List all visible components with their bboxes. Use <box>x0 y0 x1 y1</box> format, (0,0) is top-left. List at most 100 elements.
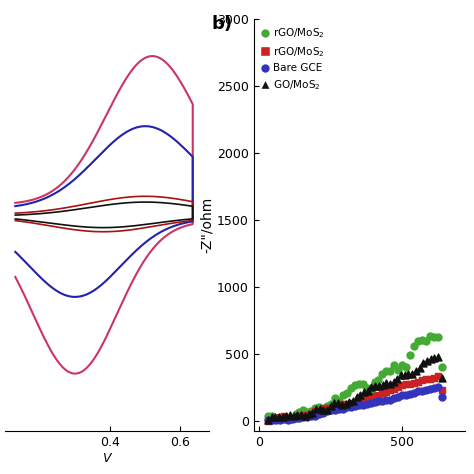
Point <box>288 416 295 423</box>
Point <box>315 407 323 414</box>
Point <box>371 383 379 390</box>
Point <box>412 367 419 375</box>
Point <box>296 412 303 419</box>
Point <box>347 385 355 392</box>
Point <box>359 401 366 409</box>
Point <box>300 413 307 420</box>
Y-axis label: -Z"/ohm: -Z"/ohm <box>200 197 214 253</box>
Point <box>422 337 430 345</box>
Point <box>292 415 299 422</box>
Point <box>276 415 283 422</box>
Point <box>335 402 343 410</box>
Point <box>418 387 426 395</box>
Point <box>387 386 394 394</box>
Point <box>280 414 287 422</box>
Point <box>353 393 360 401</box>
Point <box>334 399 342 407</box>
Point <box>367 400 374 407</box>
Point <box>327 404 335 411</box>
Point <box>294 411 301 419</box>
Point <box>430 374 438 382</box>
Point <box>359 397 366 404</box>
Point <box>272 414 280 422</box>
Point <box>426 332 434 340</box>
Point <box>305 410 312 418</box>
Point <box>292 413 299 421</box>
Point <box>331 406 339 414</box>
Point <box>303 408 311 416</box>
Point <box>426 375 434 383</box>
Point <box>402 380 410 388</box>
Point <box>323 406 331 414</box>
Point <box>359 380 366 388</box>
Point <box>356 392 364 399</box>
Point <box>343 400 351 408</box>
Point <box>394 393 402 401</box>
Point <box>414 337 422 345</box>
Point <box>379 390 386 397</box>
Point <box>272 413 279 420</box>
Point <box>339 405 346 413</box>
Point <box>296 408 303 416</box>
Point <box>311 408 319 415</box>
Point <box>268 412 275 420</box>
Point <box>394 383 402 391</box>
Point <box>300 407 307 414</box>
Point <box>383 396 390 404</box>
Point <box>264 413 272 420</box>
Point <box>379 397 386 405</box>
Point <box>312 405 320 413</box>
Point <box>327 400 335 408</box>
Point <box>434 334 442 341</box>
Point <box>342 401 349 408</box>
Point <box>346 399 353 406</box>
Point <box>323 402 331 410</box>
Point <box>339 391 346 399</box>
Point <box>275 413 283 421</box>
Point <box>315 410 323 418</box>
Point <box>319 410 327 417</box>
Point <box>331 394 339 401</box>
Point <box>406 380 414 387</box>
Point <box>426 386 434 393</box>
Point <box>363 384 370 392</box>
Point <box>375 392 383 399</box>
Point <box>371 392 378 399</box>
Point <box>335 397 343 404</box>
Point <box>303 413 311 420</box>
Point <box>399 361 406 369</box>
Point <box>335 406 343 413</box>
Point <box>355 380 363 388</box>
Point <box>284 416 292 424</box>
Point <box>351 382 358 389</box>
Point <box>391 385 398 392</box>
Point <box>351 403 358 410</box>
Point <box>410 389 418 397</box>
Point <box>292 410 299 418</box>
Point <box>297 411 305 419</box>
Point <box>279 413 286 420</box>
Point <box>383 379 390 387</box>
Point <box>308 407 315 414</box>
Point <box>311 404 319 412</box>
Point <box>383 388 390 395</box>
Point <box>363 394 370 401</box>
Point <box>379 381 386 389</box>
Point <box>367 393 374 401</box>
Point <box>300 412 307 419</box>
Point <box>401 371 409 379</box>
Point <box>414 388 422 395</box>
Point <box>422 376 430 383</box>
Point <box>272 415 280 422</box>
Point <box>319 404 327 411</box>
Point <box>268 417 275 424</box>
Point <box>416 364 423 372</box>
Point <box>375 382 383 390</box>
Point <box>284 414 292 422</box>
Point <box>323 404 331 412</box>
Point <box>399 392 406 399</box>
Point <box>355 401 363 409</box>
Point <box>264 417 272 424</box>
Point <box>394 366 402 374</box>
Point <box>290 412 298 419</box>
